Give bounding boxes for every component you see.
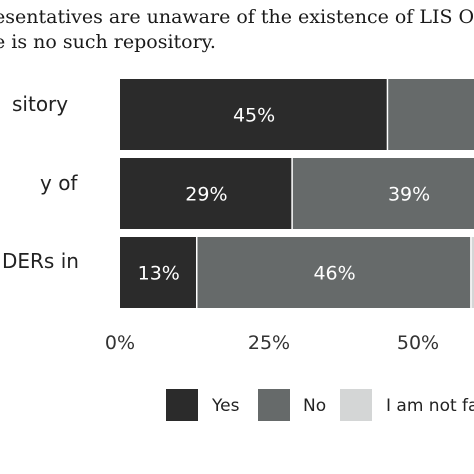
x-tick-label-3: 50% bbox=[397, 332, 439, 354]
category-label-2: y of bbox=[40, 171, 78, 195]
caption-line-2: e is no such repository. bbox=[0, 31, 216, 53]
bar-3-i-am-not-fa bbox=[471, 237, 474, 308]
legend-swatch-yes bbox=[166, 389, 198, 421]
legend-label-no: No bbox=[303, 396, 327, 416]
bar-2-no bbox=[292, 158, 474, 229]
legend-swatch-no bbox=[258, 389, 290, 421]
bar-1-yes bbox=[120, 79, 387, 150]
bar-1-no bbox=[388, 79, 474, 150]
bar-2-yes bbox=[120, 158, 292, 229]
bar-3-yes bbox=[120, 237, 196, 308]
category-label-3: DERs in bbox=[2, 249, 79, 273]
legend-label-yes: Yes bbox=[212, 396, 240, 416]
legend-label-not-familiar: I am not fa bbox=[386, 396, 474, 416]
legend-swatch-not-familiar bbox=[340, 389, 372, 421]
x-tick-label-2: 25% bbox=[248, 332, 290, 354]
data-label-3-1: 13% bbox=[138, 263, 180, 285]
data-label-2-1: 29% bbox=[185, 184, 227, 206]
category-label-1: sitory bbox=[12, 92, 69, 116]
bar-3-no bbox=[197, 237, 471, 308]
x-tick-label-1: 0% bbox=[105, 332, 135, 354]
caption-line-1: esentatives are unaware of the existence… bbox=[0, 6, 474, 28]
data-label-1-1: 45% bbox=[233, 105, 275, 127]
data-label-3-2: 46% bbox=[313, 263, 355, 285]
data-label-2-2: 39% bbox=[388, 184, 430, 206]
